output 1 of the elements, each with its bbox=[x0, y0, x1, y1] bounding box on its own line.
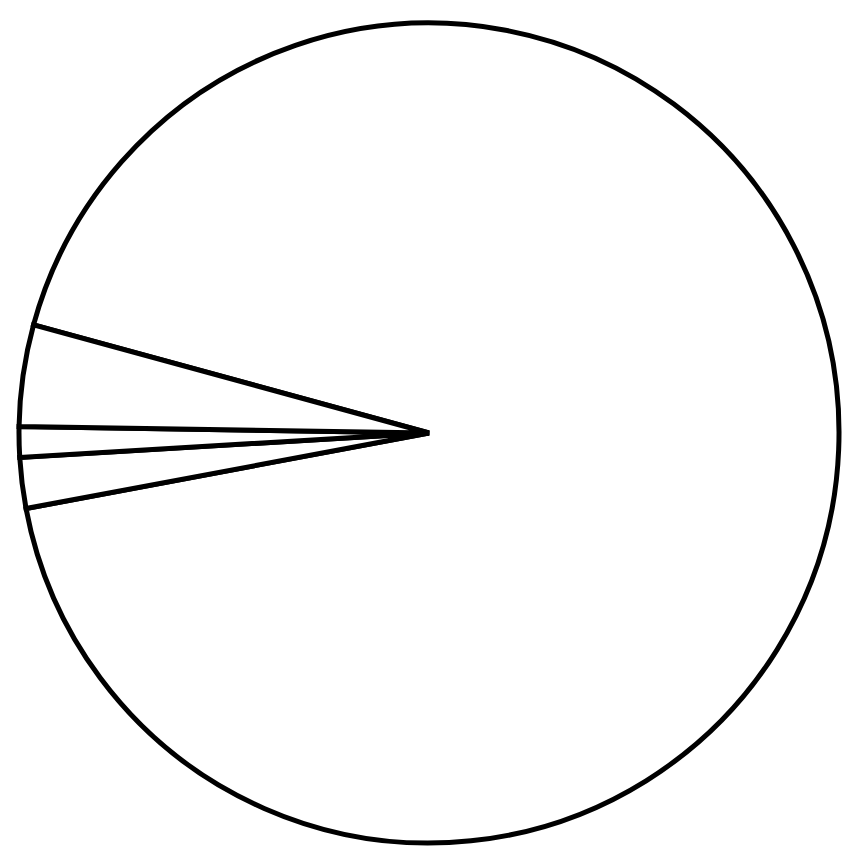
pie-slice bbox=[23, 20, 842, 846]
